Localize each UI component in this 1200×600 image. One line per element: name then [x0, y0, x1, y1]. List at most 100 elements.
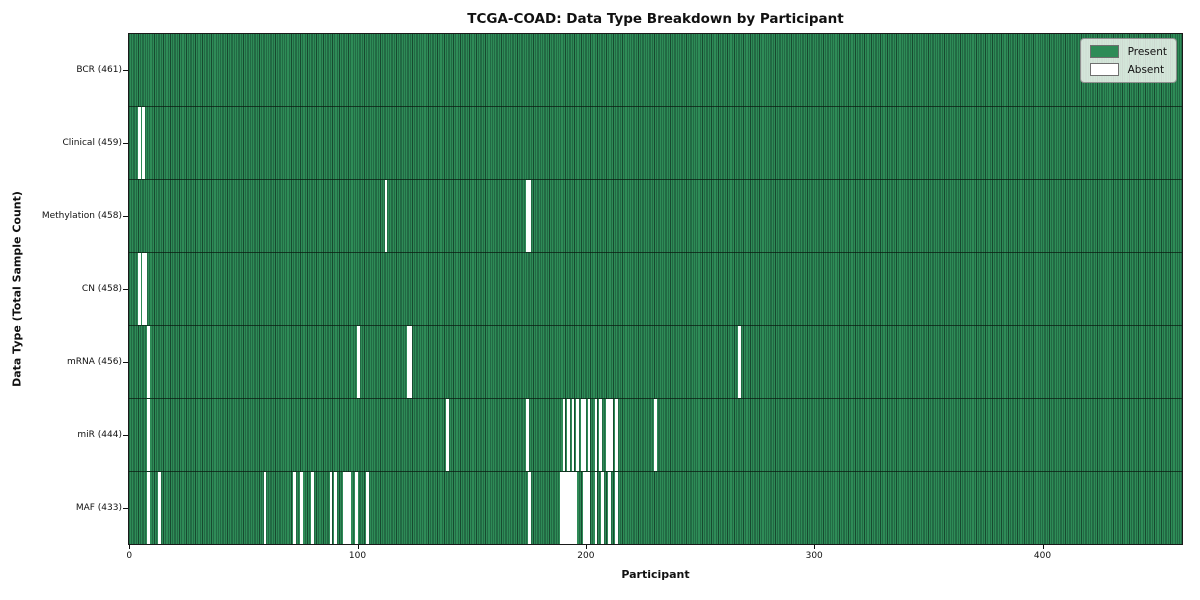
- absent-cell: [137, 253, 141, 325]
- absent-cell: [144, 253, 148, 325]
- absent-cell: [147, 472, 150, 544]
- legend: Present Absent: [1079, 38, 1177, 83]
- x-tick-label: 0: [126, 551, 133, 561]
- x-tick-mark: [1042, 545, 1044, 549]
- y-tick-mark: [123, 435, 128, 437]
- absent-cell: [357, 326, 360, 398]
- absent-cell: [293, 472, 296, 544]
- absent-cell: [158, 472, 162, 544]
- absent-cell: [311, 472, 315, 544]
- heatmap-row-CN: [129, 253, 1182, 326]
- absent-swatch: [1089, 63, 1119, 76]
- y-tick-mark: [123, 69, 128, 71]
- absent-cell: [564, 472, 568, 544]
- x-tick-mark: [129, 545, 131, 549]
- y-tick-mark: [123, 142, 128, 144]
- absent-cell: [567, 399, 570, 471]
- absent-cell: [599, 399, 602, 471]
- present-swatch: [1089, 45, 1119, 58]
- absent-cell: [384, 180, 388, 252]
- heatmap-row-MAF: [129, 472, 1182, 544]
- heatmap-row-BCR: [129, 34, 1182, 107]
- x-tick-label: 200: [577, 551, 595, 561]
- absent-cell: [345, 472, 349, 544]
- absent-cell: [583, 472, 586, 544]
- legend-item-present: Present: [1089, 45, 1167, 58]
- absent-cell: [615, 472, 618, 544]
- absent-cell: [347, 472, 351, 544]
- heatmap-row-Clinical: [129, 107, 1182, 180]
- absent-cell: [576, 399, 579, 471]
- y-tick-mark: [123, 289, 128, 290]
- y-tick-label-mRNA: mRNA (456): [67, 357, 122, 368]
- plot-area: [128, 33, 1183, 545]
- absent-cell: [354, 472, 358, 544]
- x-tick-label: 100: [348, 551, 367, 561]
- y-tick-mark: [123, 215, 128, 217]
- absent-cell: [142, 253, 146, 325]
- heatmap-row-miR: [129, 399, 1182, 472]
- x-tick-mark: [814, 545, 816, 549]
- absent-cell: [587, 399, 591, 471]
- absent-cell: [738, 326, 742, 398]
- absent-cell: [606, 399, 609, 471]
- x-axis-label: Participant: [621, 568, 690, 581]
- absent-cell: [142, 107, 146, 179]
- chart-title: TCGA-COAD: Data Type Breakdown by Partic…: [467, 11, 844, 27]
- absent-cell: [594, 399, 598, 471]
- absent-cell: [562, 472, 566, 544]
- absent-cell: [343, 472, 347, 544]
- absent-cell: [580, 399, 584, 471]
- absent-cell: [528, 472, 532, 544]
- legend-label-absent: Absent: [1127, 63, 1165, 76]
- absent-cell: [334, 472, 337, 544]
- absent-cell: [526, 399, 529, 471]
- x-tick-mark: [585, 545, 587, 549]
- absent-cell: [528, 180, 532, 252]
- absent-cell: [583, 399, 586, 471]
- absent-cell: [587, 472, 591, 544]
- absent-cell: [567, 472, 570, 544]
- heatmap-row-Methylation: [129, 180, 1182, 253]
- absent-cell: [601, 472, 605, 544]
- y-tick-label-BCR: BCR (461): [76, 64, 122, 75]
- x-tick-label: 300: [805, 551, 823, 561]
- x-tick-mark: [357, 545, 359, 549]
- absent-cell: [653, 399, 657, 471]
- absent-cell: [137, 107, 141, 179]
- absent-cell: [574, 472, 577, 544]
- absent-cell: [608, 399, 611, 471]
- absent-cell: [526, 180, 529, 252]
- absent-cell: [569, 472, 573, 544]
- absent-cell: [610, 399, 614, 471]
- absent-cell: [407, 326, 411, 398]
- absent-cell: [608, 472, 611, 544]
- absent-cell: [571, 472, 575, 544]
- absent-cell: [585, 472, 589, 544]
- y-tick-label-CN: CN (458): [81, 284, 122, 294]
- heatmap-row-mRNA: [129, 326, 1182, 399]
- absent-cell: [147, 326, 150, 398]
- absent-cell: [446, 399, 449, 471]
- y-tick-mark: [123, 362, 128, 364]
- absent-cell: [263, 472, 267, 544]
- absent-cell: [409, 326, 413, 398]
- absent-cell: [594, 472, 598, 544]
- y-tick-label-MAF: MAF (433): [75, 503, 122, 514]
- y-tick-label-Methylation: Methylation (458): [41, 210, 122, 221]
- legend-item-absent: Absent: [1089, 63, 1167, 76]
- absent-cell: [562, 399, 566, 471]
- absent-cell: [571, 399, 575, 471]
- y-tick-label-Clinical: Clinical (459): [62, 137, 122, 148]
- absent-cell: [560, 472, 563, 544]
- absent-cell: [300, 472, 303, 544]
- absent-cell: [615, 399, 618, 471]
- absent-cell: [329, 472, 333, 544]
- x-tick-label: 400: [1033, 551, 1052, 561]
- y-tick-label-miR: miR (444): [77, 430, 122, 441]
- y-tick-mark: [123, 508, 128, 510]
- absent-cell: [147, 399, 150, 471]
- legend-label-present: Present: [1127, 45, 1167, 58]
- absent-cell: [366, 472, 369, 544]
